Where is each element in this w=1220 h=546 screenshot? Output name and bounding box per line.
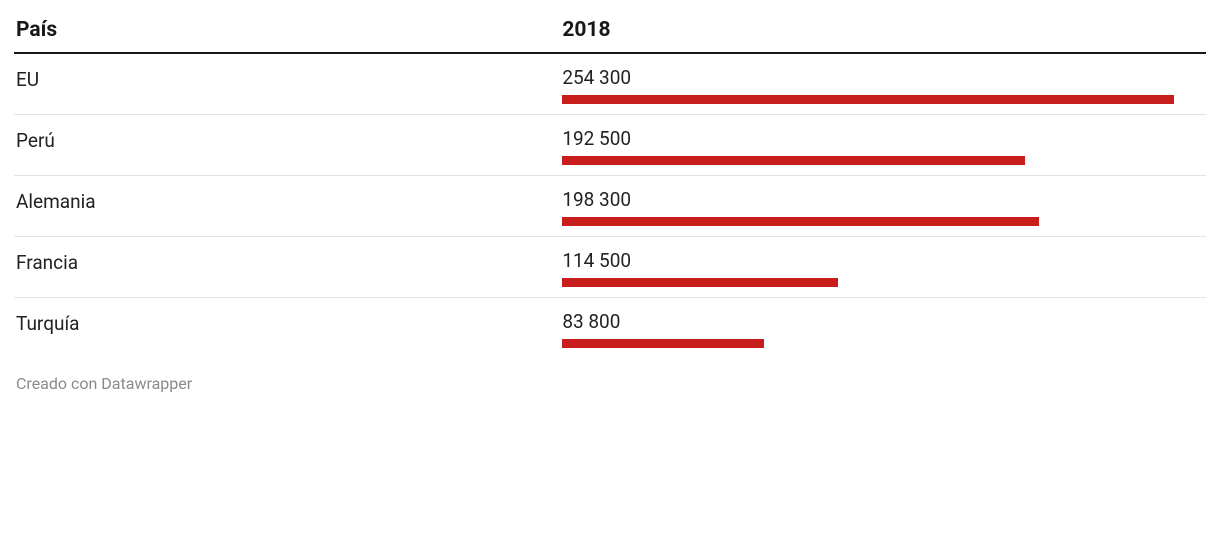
value-label: 192 500 — [562, 127, 1206, 150]
table-row: Perú192 500 — [14, 115, 1206, 176]
table-row: EU254 300 — [14, 54, 1206, 115]
value-label: 254 300 — [562, 66, 1206, 89]
cell-value: 83 800 — [562, 310, 1206, 348]
bar — [562, 339, 764, 348]
table-body: EU254 300Perú192 500Alemania198 300Franc… — [14, 54, 1206, 358]
bar — [562, 156, 1025, 165]
cell-value: 114 500 — [562, 249, 1206, 287]
cell-value: 254 300 — [562, 66, 1206, 104]
bar-track — [562, 156, 1206, 165]
table-row: Francia114 500 — [14, 237, 1206, 298]
table-header-row: País 2018 — [14, 18, 1206, 54]
bar-track — [562, 95, 1206, 104]
cell-value: 198 300 — [562, 188, 1206, 226]
cell-value: 192 500 — [562, 127, 1206, 165]
cell-country: Turquía — [14, 310, 562, 335]
bar-track — [562, 278, 1206, 287]
bar — [562, 278, 837, 287]
cell-country: EU — [14, 66, 562, 91]
value-label: 83 800 — [562, 310, 1206, 333]
cell-country: Perú — [14, 127, 562, 152]
footer-credit: Creado con Datawrapper — [14, 374, 1206, 393]
cell-country: Francia — [14, 249, 562, 274]
value-label: 198 300 — [562, 188, 1206, 211]
data-table: País 2018 EU254 300Perú192 500Alemania19… — [14, 18, 1206, 358]
table-row: Turquía83 800 — [14, 298, 1206, 358]
bar — [562, 95, 1173, 104]
bar-track — [562, 217, 1206, 226]
table-row: Alemania198 300 — [14, 176, 1206, 237]
cell-country: Alemania — [14, 188, 562, 213]
bar — [562, 217, 1039, 226]
header-year: 2018 — [562, 18, 1206, 42]
bar-track — [562, 339, 1206, 348]
value-label: 114 500 — [562, 249, 1206, 272]
header-country: País — [14, 18, 562, 42]
